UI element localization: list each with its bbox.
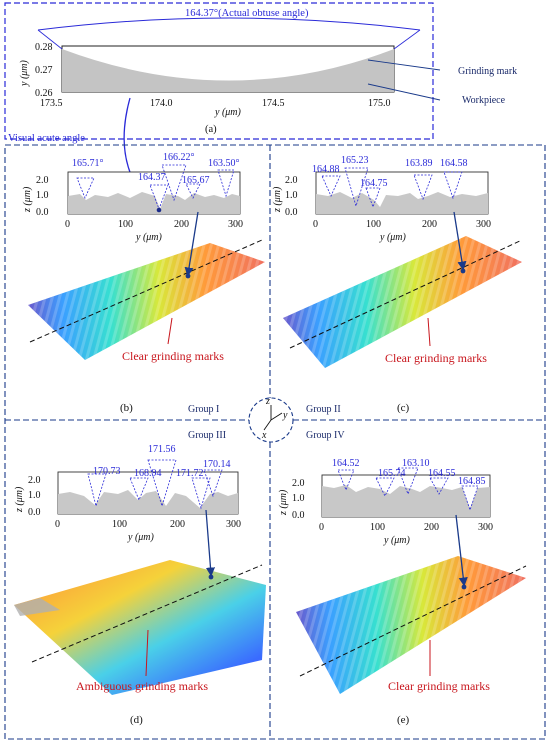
- b-zlabel: z (μm): [22, 186, 33, 213]
- panel-a: 164.37°(Actual obtuse angle) 0.28 0.27 0…: [4, 2, 441, 140]
- group-4-label: Group IV: [306, 430, 345, 441]
- c-caption: (c): [397, 402, 410, 414]
- e-angle-4: 164.55: [428, 468, 456, 479]
- b-angle-1: 165.71°: [72, 158, 104, 169]
- e-angle-3: 163.10: [402, 458, 430, 469]
- grinding-mark-label: Grinding mark: [458, 66, 517, 77]
- b-xtick-3: 200: [174, 219, 189, 230]
- a-xtick-2: 174.0: [150, 98, 173, 109]
- panel-a-frame: [4, 2, 434, 140]
- d-xtick-3: 200: [170, 519, 185, 530]
- d-ztick-2: 1.0: [28, 490, 41, 501]
- e-angle-1: 164.52: [332, 458, 360, 469]
- e-xtick-3: 200: [424, 522, 439, 533]
- d-angle-4: 171.72: [176, 468, 204, 479]
- group-3-label: Group III: [188, 430, 226, 441]
- d-xtick-2: 100: [112, 519, 127, 530]
- workpiece-leader: [367, 83, 441, 101]
- a-xtick-4: 175.0: [368, 98, 391, 109]
- a-ytick-3: 0.26: [35, 88, 53, 99]
- b-angle-4: 165.67: [182, 175, 210, 186]
- grinding-mark-leader: [367, 59, 441, 71]
- c-angle-1: 164.88: [312, 164, 340, 175]
- e-xtick-2: 100: [370, 522, 385, 533]
- actual-angle-label: 164.37°(Actual obtuse angle): [185, 8, 309, 19]
- b-xtick-4: 300: [228, 219, 243, 230]
- d-ztick-1: 2.0: [28, 475, 41, 486]
- d-surface: [14, 560, 266, 695]
- e-angle-2: 165.74: [378, 468, 406, 479]
- workpiece-label: Workpiece: [462, 95, 506, 106]
- d-angle-1: 170.73: [93, 466, 121, 477]
- b-angle-5: 163.50°: [208, 158, 240, 169]
- coordinate-axes-icon: z y x: [248, 396, 294, 443]
- d-angle-2: 168.94: [134, 468, 162, 479]
- a-ytick-1: 0.28: [35, 42, 53, 53]
- e-ylabel: y (μm): [383, 535, 411, 546]
- c-angle-4: 163.89: [405, 158, 433, 169]
- d-angle-3: 171.56: [148, 444, 176, 455]
- axis-z: z: [265, 396, 270, 407]
- c-ylabel: y (μm): [379, 232, 407, 243]
- b-angle-2: 164.37: [138, 172, 166, 183]
- b-ylabel: y (μm): [135, 232, 163, 243]
- e-zlabel: z (μm): [278, 489, 289, 516]
- c-angle-2: 165.23: [341, 155, 369, 166]
- a-xtick-1: 173.5: [40, 98, 63, 109]
- group-1-label: Group I: [188, 404, 219, 415]
- visual-acute-angle-label: Visual acute angle: [8, 133, 85, 144]
- panel-e: 164.52 165.74 163.10 164.55 164.85 2.0 1…: [278, 458, 527, 726]
- e-xtick-1: 0: [319, 522, 324, 533]
- c-callout: Clear grinding marks: [385, 351, 487, 365]
- e-angle-5: 164.85: [458, 476, 486, 487]
- c-zlabel: z (μm): [272, 186, 283, 213]
- panel-d: 170.73 168.94 171.56 171.72 170.14 2.0 1…: [14, 444, 266, 726]
- b-xtick-2: 100: [118, 219, 133, 230]
- axis-x: x: [261, 430, 267, 441]
- b-ztick-3: 0.0: [36, 207, 49, 218]
- a-ylabel: y (μm): [19, 59, 30, 87]
- angle-arc: [37, 17, 421, 31]
- e-callout: Clear grinding marks: [388, 679, 490, 693]
- c-xtick-3: 200: [422, 219, 437, 230]
- b-caption: (b): [120, 402, 133, 414]
- panel-b: 165.71° 164.37 166.22° 165.67 163.50° 2.…: [22, 152, 265, 414]
- c-xtick-1: 0: [313, 219, 318, 230]
- c-xtick-2: 100: [366, 219, 381, 230]
- c-xtick-4: 300: [476, 219, 491, 230]
- a-ytick-2: 0.27: [35, 65, 53, 76]
- b-angle-3: 166.22°: [163, 152, 195, 163]
- d-callout: Ambiguous grinding marks: [76, 679, 208, 693]
- e-ztick-1: 2.0: [292, 478, 305, 489]
- a-caption: (a): [205, 124, 217, 135]
- e-ztick-3: 0.0: [292, 510, 305, 521]
- panel-c: 164.88 165.23 164.75 163.89 164.58 2.0 1…: [272, 155, 523, 414]
- a-xlabel: y (μm): [214, 107, 242, 118]
- d-angle-5: 170.14: [203, 459, 231, 470]
- outer-frame: [4, 144, 546, 740]
- c-ztick-1: 2.0: [285, 175, 298, 186]
- d-xtick-4: 300: [226, 519, 241, 530]
- d-zlabel: z (μm): [14, 486, 25, 513]
- axis-y: y: [282, 410, 288, 421]
- d-caption: (d): [130, 714, 143, 726]
- a-xtick-3: 174.5: [262, 98, 285, 109]
- e-ztick-2: 1.0: [292, 493, 305, 504]
- workpiece-profile: [62, 49, 394, 92]
- e-xtick-4: 300: [478, 522, 493, 533]
- d-ylabel: y (μm): [127, 532, 155, 543]
- b-ztick-1: 2.0: [36, 175, 49, 186]
- c-angle-3: 164.75: [360, 178, 388, 189]
- group-2-label: Group II: [306, 404, 341, 415]
- d-ztick-3: 0.0: [28, 507, 41, 518]
- c-ztick-2: 1.0: [285, 190, 298, 201]
- b-callout: Clear grinding marks: [122, 349, 224, 363]
- b-ztick-2: 1.0: [36, 190, 49, 201]
- c-ztick-3: 0.0: [285, 207, 298, 218]
- e-caption: (e): [397, 714, 410, 726]
- b-xtick-1: 0: [65, 219, 70, 230]
- c-angle-5: 164.58: [440, 158, 468, 169]
- d-xtick-1: 0: [55, 519, 60, 530]
